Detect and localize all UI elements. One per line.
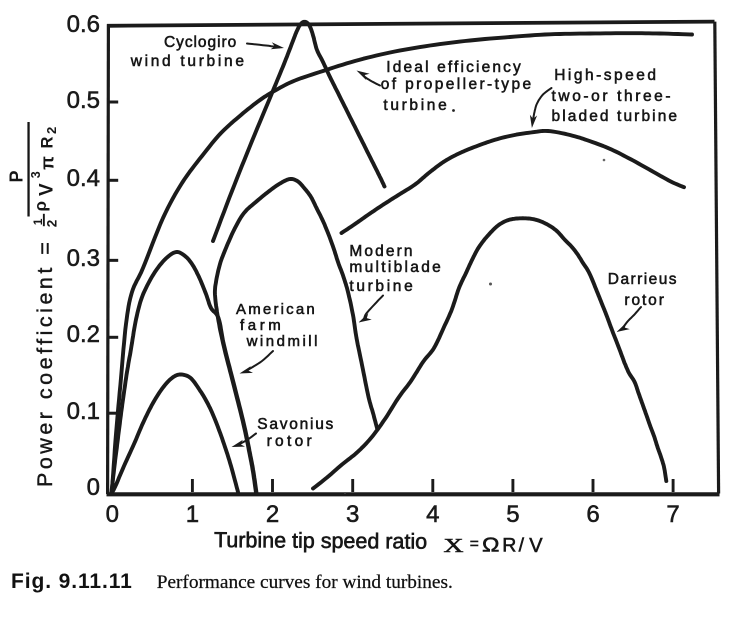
svg-text:Ω: Ω xyxy=(482,533,499,556)
svg-text:1: 1 xyxy=(31,218,45,225)
svg-text:2: 2 xyxy=(44,220,59,228)
svg-text:3: 3 xyxy=(29,171,43,178)
svg-text:ρ: ρ xyxy=(31,201,50,212)
svg-text:V: V xyxy=(36,183,57,196)
svg-text:P: P xyxy=(7,170,27,182)
svg-text:π: π xyxy=(38,156,58,170)
svg-text:R: R xyxy=(38,137,56,149)
svg-text:V: V xyxy=(529,535,543,557)
svg-text:/: / xyxy=(519,535,525,557)
svg-text:R: R xyxy=(502,534,516,556)
svg-text:X: X xyxy=(444,536,464,557)
svg-text:=: = xyxy=(470,536,479,553)
svg-text:2: 2 xyxy=(44,127,59,134)
